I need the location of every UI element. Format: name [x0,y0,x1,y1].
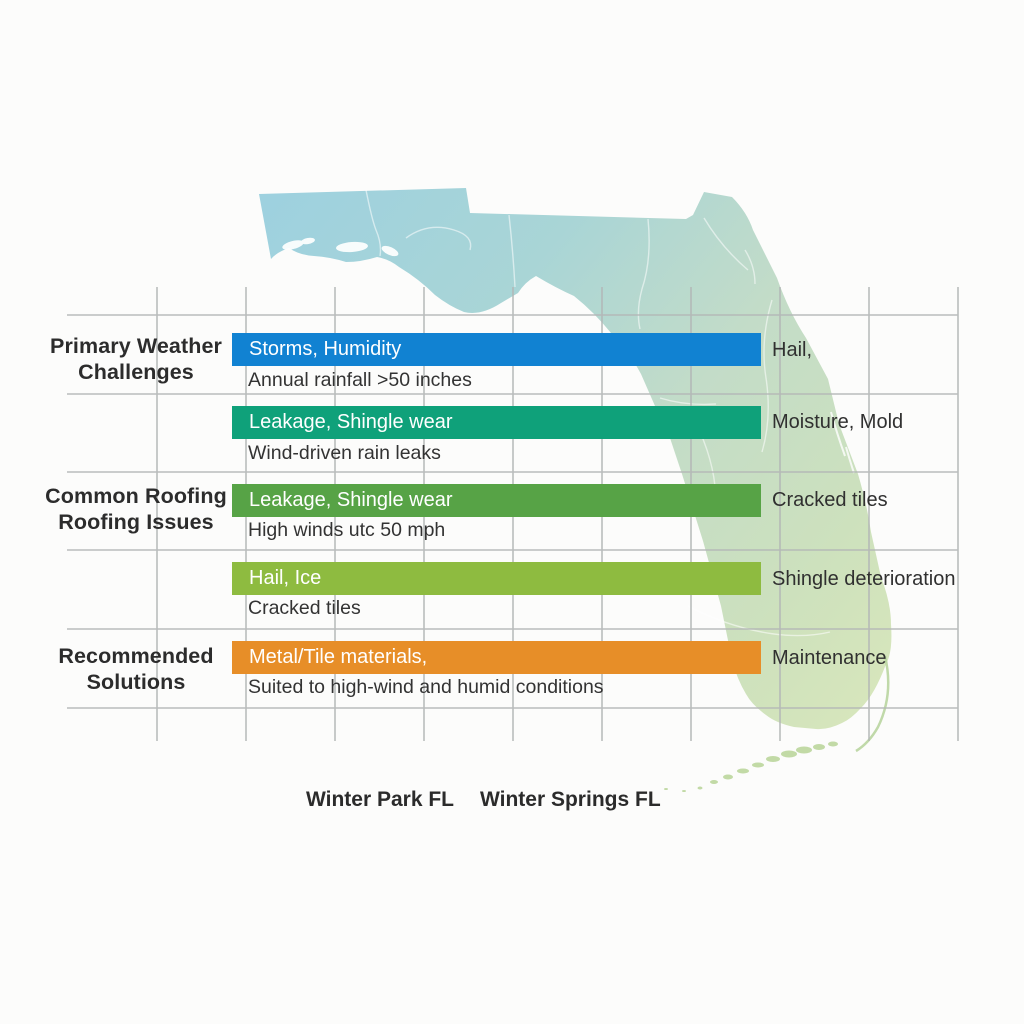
x-label-winter-park: Winter Park FL [305,788,454,811]
bar-leakage-shingle-wear-1: Leakage, Shingle wear [232,406,761,439]
florida-keys [664,741,838,792]
bar-hail-ice: Hail, Ice [232,562,761,595]
bar-leakage-shingle-wear-2: Leakage, Shingle wear [232,484,761,517]
bar-metal-tile-materials: Metal/Tile materials, [232,641,761,674]
group-label-recommended-solutions: Recommended Solutions [58,644,214,694]
group-label-primary-weather-challenges: Primary Weather Challenges [50,334,222,384]
group-label-common-roofing-issues: Common Roofing Roofing Issues [45,484,227,534]
annotation-maintenance: Maintenance [772,647,887,669]
bar-sublabel-annual-rainfall: Annual rainfall >50 inches [248,369,472,391]
bar-storms-humidity: Storms, Humidity [232,333,761,366]
bar-sublabel-high-wind-humid: Suited to high-wind and humid conditions [248,676,604,698]
x-label-winter-springs: Winter Springs FL [480,788,661,811]
bar-sublabel-wind-driven-rain: Wind-driven rain leaks [248,442,441,464]
annotation-hail: Hail, [772,339,813,361]
southeast-barrier-arc [855,655,890,753]
bar-sublabel-high-winds: High winds utc 50 mph [248,519,446,541]
annotation-cracked-tiles: Cracked tiles [772,489,888,511]
bar-sublabel-cracked-tiles: Cracked tiles [248,597,361,619]
annotation-shingle-deterioration: Shingle deterioration [772,568,956,590]
annotation-moisture-mold: Moisture, Mold [772,411,904,433]
east-coast-lagoon-lines [830,411,855,474]
